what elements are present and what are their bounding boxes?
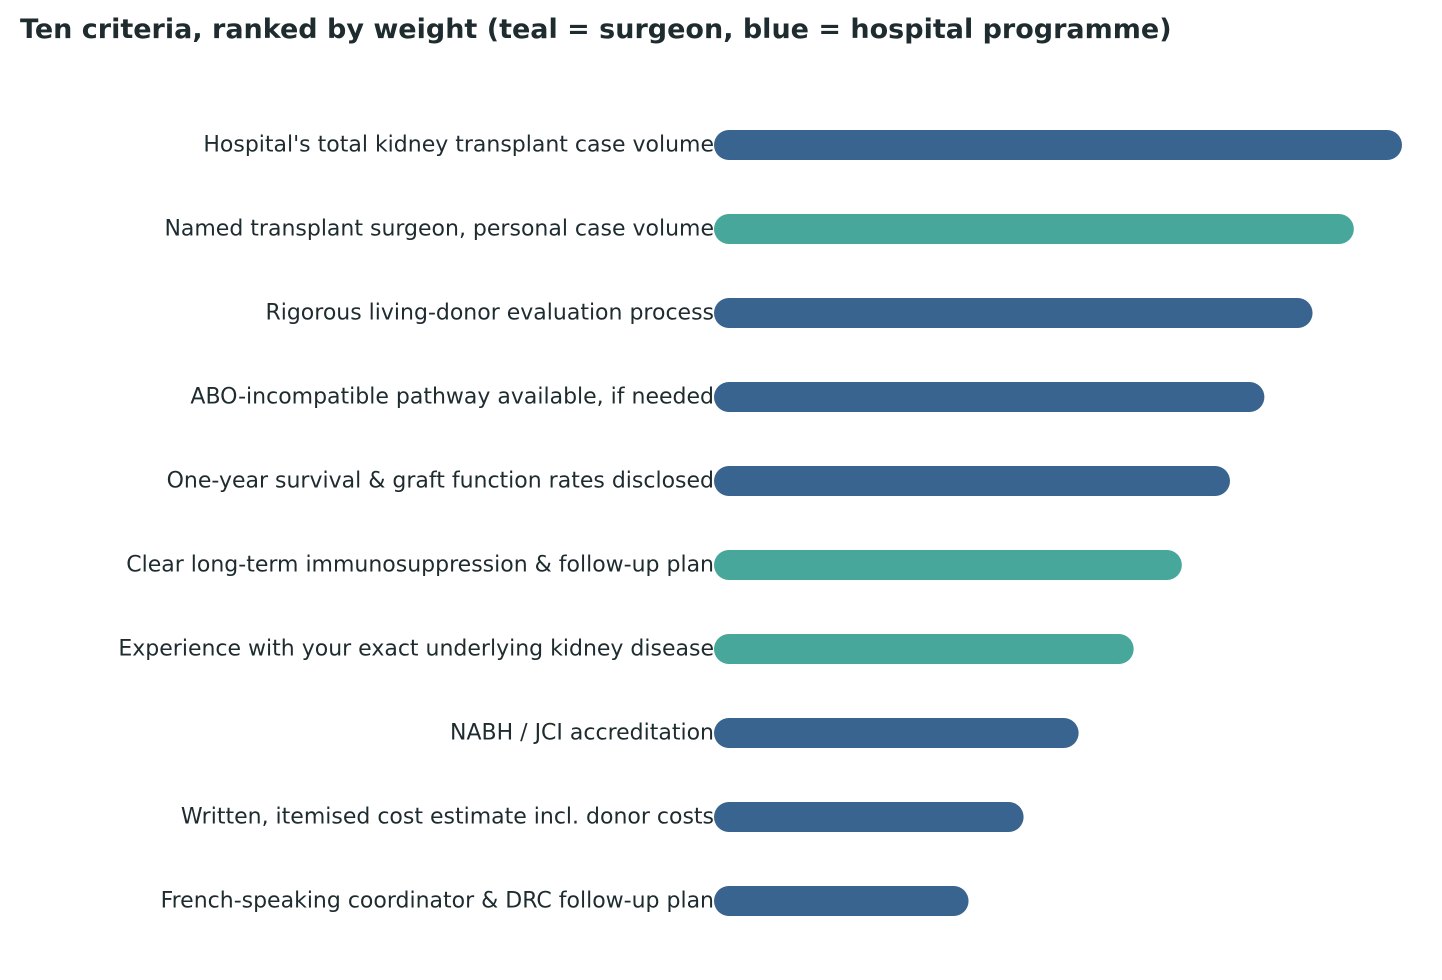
bar-8: [714, 802, 1024, 832]
category-label: Hospital's total kidney transplant case …: [203, 133, 714, 158]
bar-7: [714, 718, 1079, 748]
bar-6: [714, 634, 1134, 664]
category-label: Rigorous living-donor evaluation process: [265, 301, 714, 326]
bar-1: [714, 214, 1354, 244]
category-label: NABH / JCI accreditation: [450, 721, 714, 746]
category-label: One-year survival & graft function rates…: [167, 469, 714, 494]
category-labels: Hospital's total kidney transplant case …: [118, 133, 714, 914]
category-label: Named transplant surgeon, personal case …: [164, 217, 714, 242]
bar-2: [714, 298, 1313, 328]
category-label: Written, itemised cost estimate incl. do…: [181, 805, 714, 830]
bar-0: [714, 130, 1402, 160]
category-label: French-speaking coordinator & DRC follow…: [161, 889, 714, 914]
category-label: Experience with your exact underlying ki…: [118, 637, 714, 662]
bars: [714, 130, 1402, 916]
category-label: ABO-incompatible pathway available, if n…: [190, 385, 714, 410]
bar-9: [714, 886, 969, 916]
category-label: Clear long-term immunosuppression & foll…: [126, 553, 714, 578]
bar-3: [714, 382, 1265, 412]
bar-4: [714, 466, 1230, 496]
chart-title: Ten criteria, ranked by weight (teal = s…: [20, 14, 1172, 45]
bar-5: [714, 550, 1182, 580]
